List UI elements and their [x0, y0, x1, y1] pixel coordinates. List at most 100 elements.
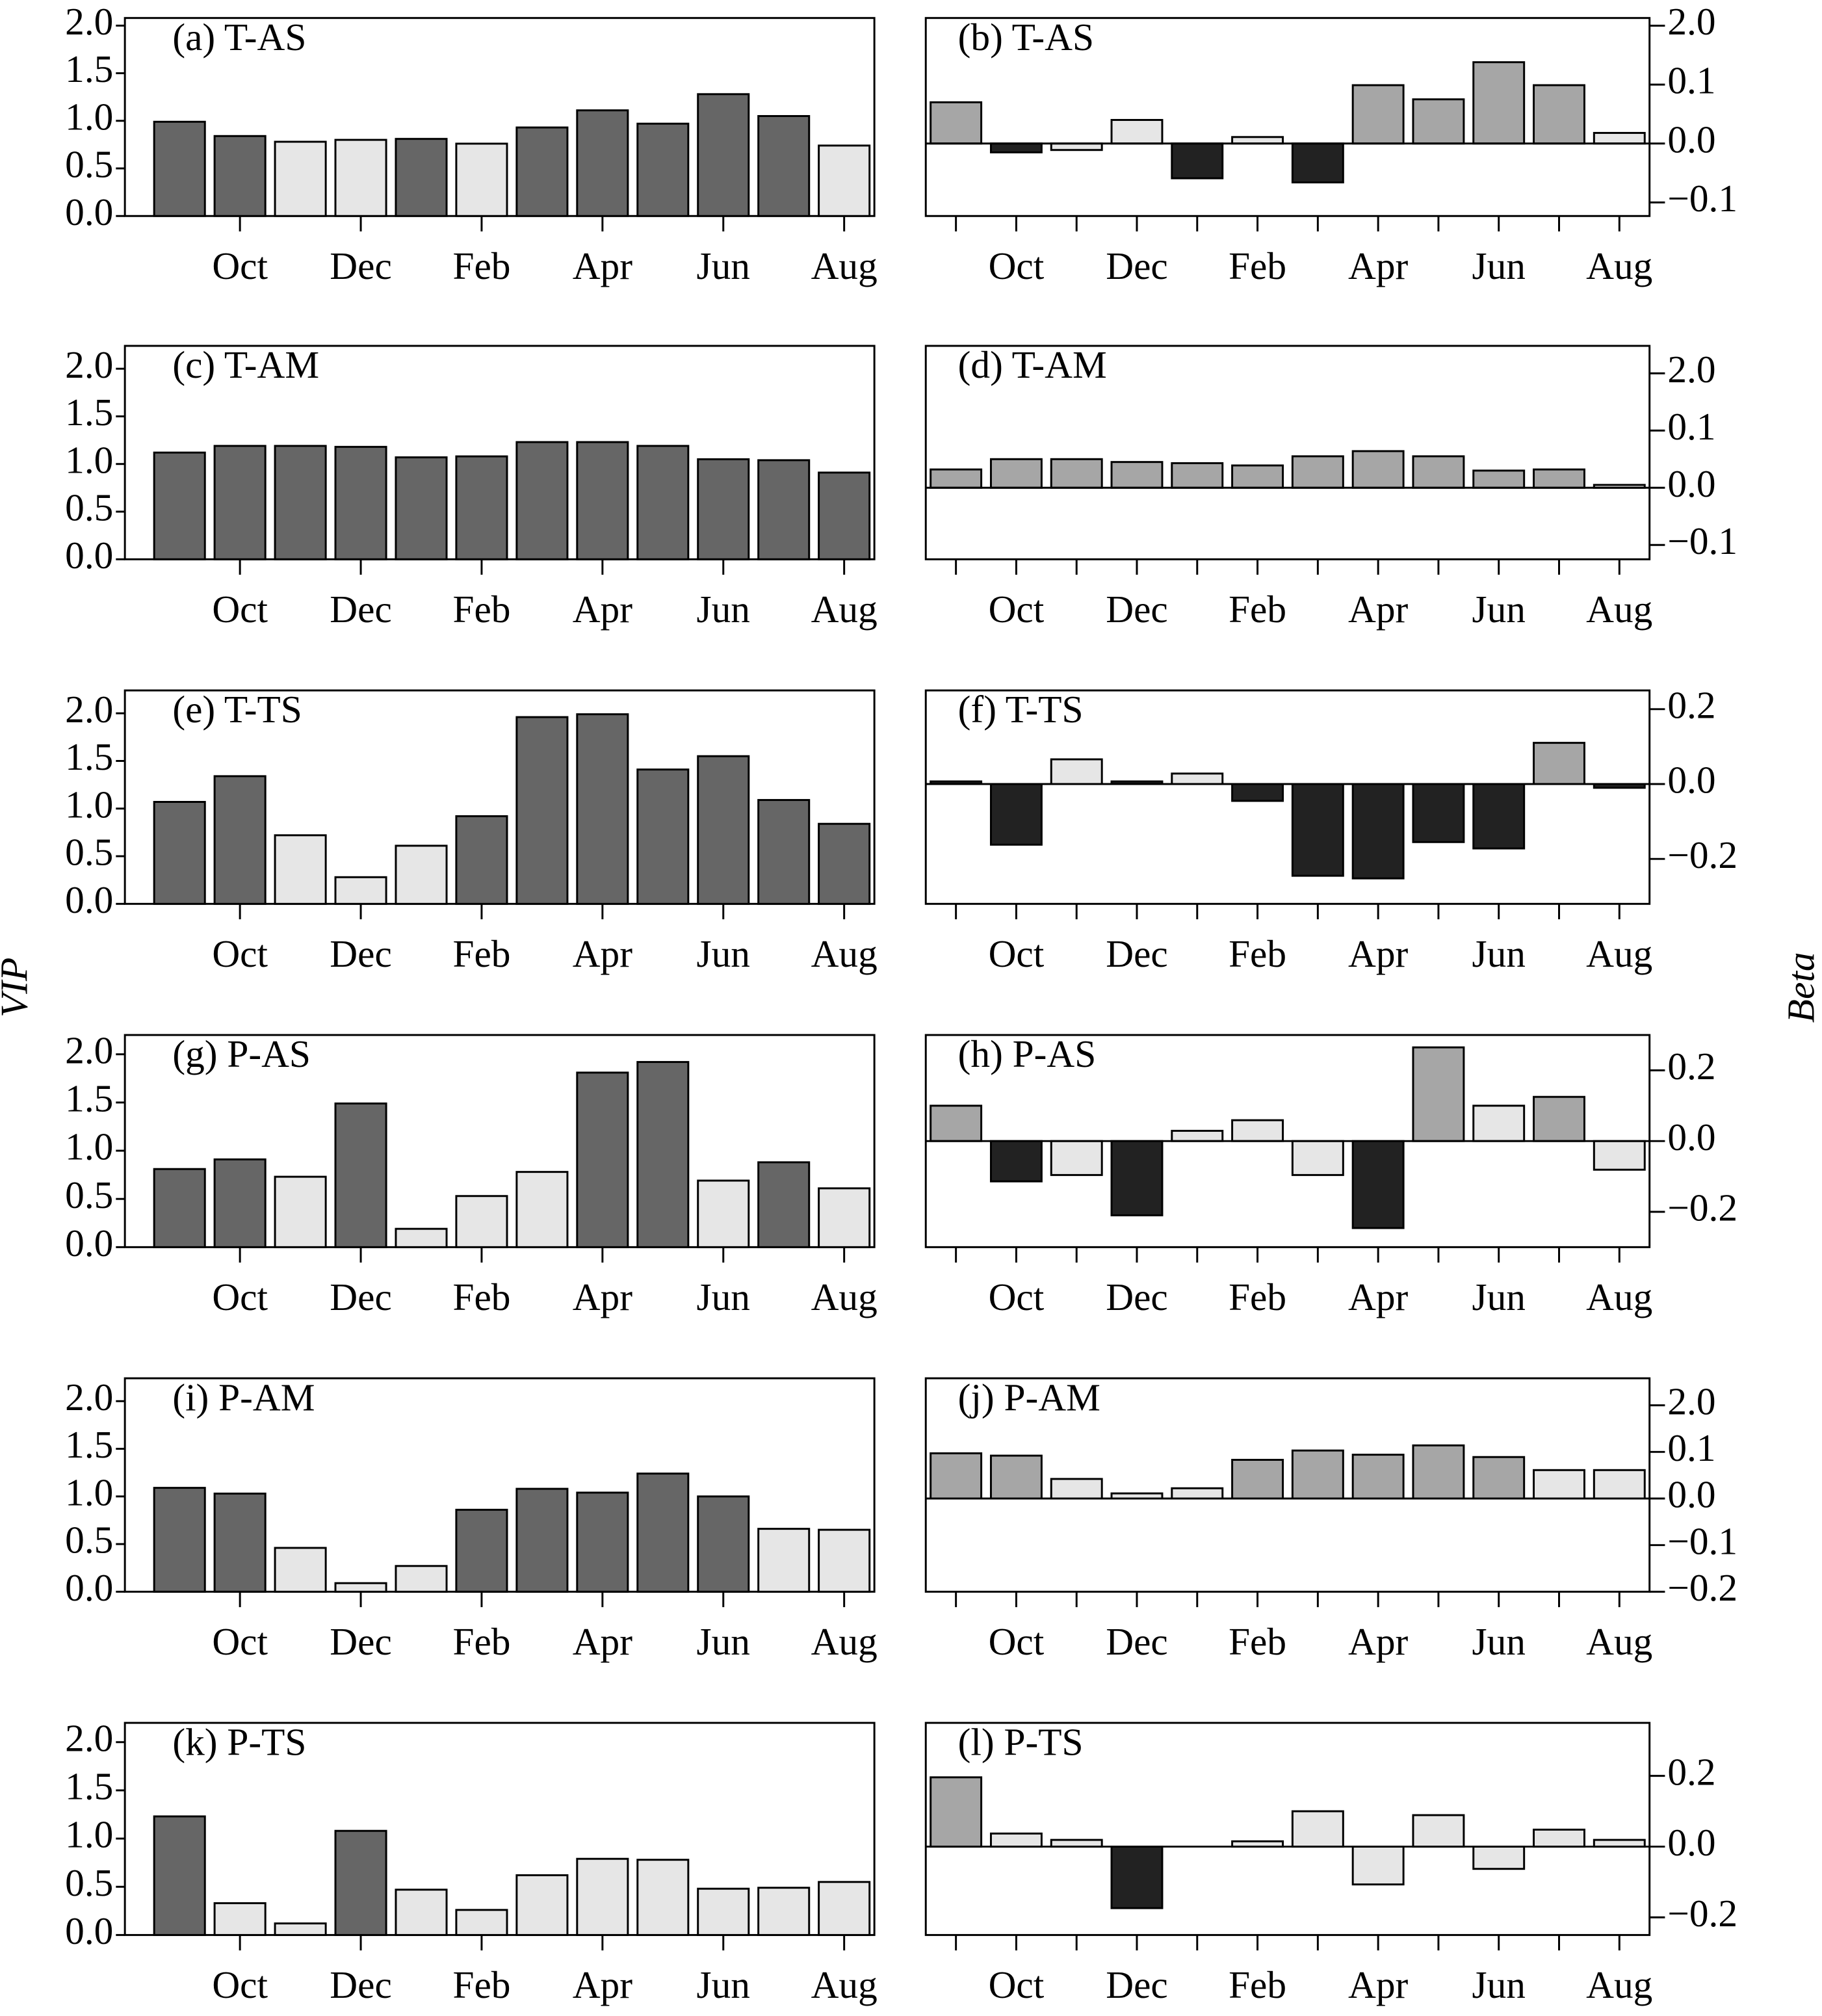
bar: [274, 1175, 327, 1248]
bar: [455, 1195, 508, 1248]
bar: [153, 1815, 206, 1936]
y-tick-label: 1.5: [65, 735, 113, 778]
x-tick-label: Jun: [697, 932, 750, 975]
x-tick-label: Oct: [989, 932, 1045, 975]
bar: [1351, 1454, 1405, 1500]
bar: [334, 876, 387, 905]
bar: [395, 1889, 448, 1936]
bar: [395, 138, 448, 217]
bar: [989, 142, 1043, 153]
bar: [989, 783, 1043, 846]
bar: [213, 1492, 267, 1593]
y-tick-label: −0.2: [1667, 1186, 1737, 1229]
x-tick-label: Feb: [452, 1276, 510, 1318]
y-tick-label: 1.0: [65, 95, 113, 138]
x-tick-label: Feb: [1229, 1620, 1286, 1663]
x-tick-label: Oct: [989, 244, 1045, 287]
bar: [1171, 1129, 1224, 1142]
x-tick-label: Dec: [1106, 1620, 1168, 1663]
bar: [818, 1881, 871, 1936]
y-tick-label: 0.5: [65, 486, 113, 529]
x-tick-label: Aug: [1586, 1276, 1652, 1318]
y-tick-label: 1.5: [65, 391, 113, 434]
panel-label: (g) P-AS: [172, 1032, 311, 1075]
bar: [1171, 142, 1224, 179]
y-tick-label: 1.0: [65, 1471, 113, 1513]
x-tick-label: Aug: [1586, 244, 1652, 287]
bar: [1231, 783, 1284, 802]
y-tick-label: 2.0: [1667, 0, 1715, 43]
y-tick-label: 0.0: [65, 1222, 113, 1264]
bar: [515, 716, 569, 905]
x-tick-label: Apr: [1348, 1963, 1409, 2006]
y-tick-label: 0.5: [65, 1173, 113, 1216]
panel-label: (c) T-AM: [172, 343, 319, 386]
plot-frame: [924, 1721, 1651, 1936]
x-tick-label: Dec: [1106, 588, 1168, 631]
x-tick-label: Jun: [697, 1276, 750, 1318]
x-tick-label: Aug: [1586, 1963, 1652, 2006]
bar: [636, 1473, 690, 1593]
y-tick-label: 0.5: [65, 1861, 113, 1904]
bar: [334, 1829, 387, 1936]
plot-frame: [924, 1377, 1651, 1593]
bar: [697, 755, 750, 905]
bar: [1533, 1095, 1585, 1142]
bar: [576, 1071, 629, 1248]
x-tick-label: Jun: [1472, 932, 1526, 975]
y-tick-label: 0.0: [1667, 1821, 1715, 1864]
bar: [213, 1158, 267, 1248]
x-tick-label: Dec: [1106, 1963, 1168, 2006]
bar: [818, 144, 871, 217]
x-tick-label: Apr: [573, 1276, 633, 1318]
bar: [213, 775, 267, 905]
y-tick-label: 0.5: [65, 831, 113, 874]
bar: [395, 844, 448, 905]
bar: [1291, 1810, 1344, 1848]
bar: [455, 142, 508, 217]
bar: [334, 1582, 387, 1593]
y-tick-label: 0.0: [1667, 1473, 1715, 1516]
bar: [1472, 783, 1526, 850]
bar: [153, 801, 206, 905]
x-tick-label: Aug: [1586, 932, 1652, 975]
panel-label: (a) T-AS: [172, 16, 306, 59]
y-tick-label: 2.0: [1667, 1380, 1715, 1422]
plot-frame: [924, 17, 1651, 217]
bar: [334, 1102, 387, 1248]
x-tick-label: Jun: [697, 1963, 750, 2006]
y-tick-label: 1.5: [65, 1423, 113, 1466]
bar: [757, 1161, 811, 1248]
x-tick-label: Apr: [1348, 244, 1409, 287]
bar: [455, 455, 508, 560]
x-tick-label: Aug: [1586, 1620, 1652, 1663]
y-tick-label: 0.2: [1667, 1750, 1715, 1793]
y-tick-label: 0.0: [1667, 118, 1715, 161]
x-tick-label: Dec: [330, 1963, 392, 2006]
bar: [989, 1454, 1043, 1500]
x-tick-label: Apr: [1348, 932, 1409, 975]
bar: [395, 1227, 448, 1248]
y-tick-label: 1.0: [65, 1125, 113, 1168]
bar: [213, 1902, 267, 1936]
bar: [1412, 98, 1465, 145]
y-tick-label: 0.0: [1667, 1116, 1715, 1159]
y-tick-label: 2.0: [65, 1376, 113, 1419]
y-tick-label: 2.0: [65, 1716, 113, 1759]
bar: [1291, 783, 1344, 877]
y-tick-label: 0.1: [1667, 405, 1715, 448]
bar: [989, 458, 1043, 489]
bar: [1050, 142, 1103, 151]
bar: [576, 109, 629, 217]
x-tick-label: Feb: [452, 588, 510, 631]
x-tick-label: Feb: [452, 932, 510, 975]
y-tick-label: 0.1: [1667, 59, 1715, 102]
bar: [697, 1495, 750, 1593]
bar: [1291, 1140, 1344, 1176]
x-tick-label: Jun: [697, 588, 750, 631]
bar: [930, 101, 983, 145]
bar: [515, 441, 569, 560]
x-tick-label: Oct: [989, 1620, 1045, 1663]
y-tick-label: 2.0: [1667, 348, 1715, 391]
panel-label: (e) T-TS: [172, 688, 302, 731]
